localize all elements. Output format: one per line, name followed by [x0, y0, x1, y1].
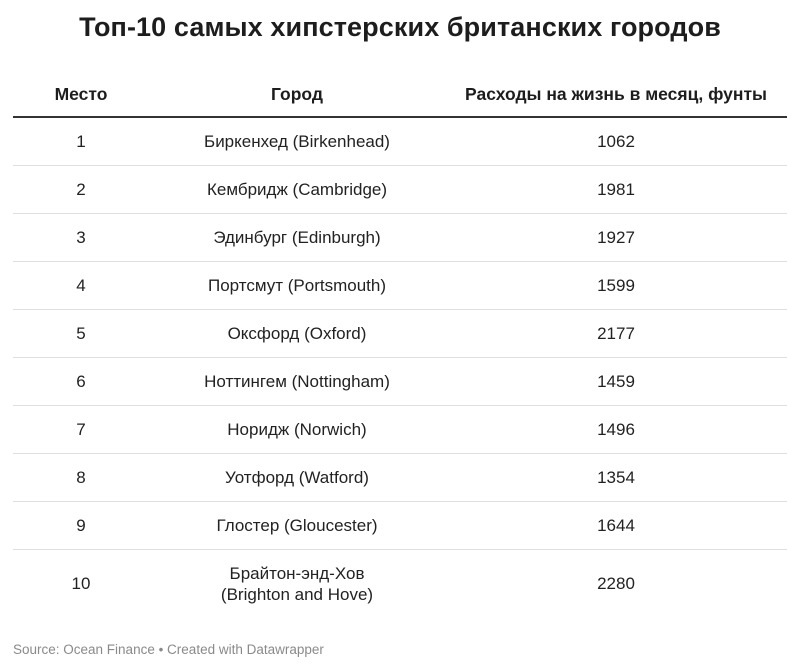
rank-cell: 2: [76, 179, 86, 199]
table-row: 5 Оксфорд (Oxford) 2177: [13, 310, 787, 358]
city-cell: Кембридж (Cambridge): [206, 179, 388, 199]
column-header-rank: Место: [54, 84, 108, 105]
rank-cell: 7: [76, 419, 86, 439]
cost-cell: 1062: [597, 131, 635, 151]
column-header-cost: Расходы на жизнь в месяц, фунты: [465, 84, 767, 105]
source-footer: Source: Ocean Finance • Created with Dat…: [13, 642, 324, 657]
city-cell: Уотфорд (Watford): [225, 467, 369, 487]
cost-cell: 2280: [597, 574, 635, 594]
city-cell: Оксфорд (Oxford): [227, 323, 367, 343]
city-cell: Портсмут (Portsmouth): [208, 275, 386, 295]
cost-cell: 1644: [597, 515, 635, 535]
city-cell: Эдинбург (Edinburgh): [213, 227, 381, 247]
cost-cell: 1496: [597, 419, 635, 439]
cost-cell: 2177: [597, 323, 635, 343]
rank-cell: 4: [76, 275, 86, 295]
cost-cell: 1927: [597, 227, 635, 247]
cost-cell: 1981: [597, 179, 635, 199]
cost-cell: 1599: [597, 275, 635, 295]
rank-cell: 8: [76, 467, 86, 487]
table-body: 1 Биркенхед (Birkenhead) 1062 2 Кембридж (Ca…: [13, 118, 787, 618]
table-row: 6 Ноттингем (Nottingham) 1459: [13, 358, 787, 406]
rank-cell: 10: [71, 574, 91, 594]
column-header-city: Город: [271, 84, 323, 105]
city-cell: Брайтон-энд-Хов (Brighton and Hove): [220, 563, 374, 604]
rank-cell: 1: [76, 131, 86, 151]
table-row: 2 Кембридж (Cambridge) 1981: [13, 166, 787, 214]
table-row: 3 Эдинбург (Edinburgh) 1927: [13, 214, 787, 262]
city-cell: Норидж (Norwich): [227, 419, 367, 439]
data-table: Место Город Расходы на жизнь в месяц, фу…: [13, 74, 787, 618]
table-row: 4 Портсмут (Portsmouth) 1599: [13, 262, 787, 310]
city-cell: Биркенхед (Birkenhead): [204, 131, 390, 151]
table-row: 7 Норидж (Norwich) 1496: [13, 406, 787, 454]
table-title: Топ-10 самых хипстерских британских горо…: [79, 12, 721, 42]
rank-cell: 3: [76, 227, 86, 247]
cost-cell: 1459: [597, 371, 635, 391]
city-cell: Ноттингем (Nottingham): [204, 371, 390, 391]
table-row: 10 Брайтон-энд-Хов (Brighton and Hove) 228…: [13, 550, 787, 618]
rank-cell: 6: [76, 371, 86, 391]
rank-cell: 9: [76, 515, 86, 535]
cost-cell: 1354: [597, 467, 635, 487]
city-cell: Глостер (Gloucester): [216, 515, 378, 535]
table-row: 8 Уотфорд (Watford) 1354: [13, 454, 787, 502]
table-header-row: Место Город Расходы на жизнь в месяц, фу…: [13, 74, 787, 118]
rank-cell: 5: [76, 323, 86, 343]
table-row: 1 Биркенхед (Birkenhead) 1062: [13, 118, 787, 166]
table-row: 9 Глостер (Gloucester) 1644: [13, 502, 787, 550]
